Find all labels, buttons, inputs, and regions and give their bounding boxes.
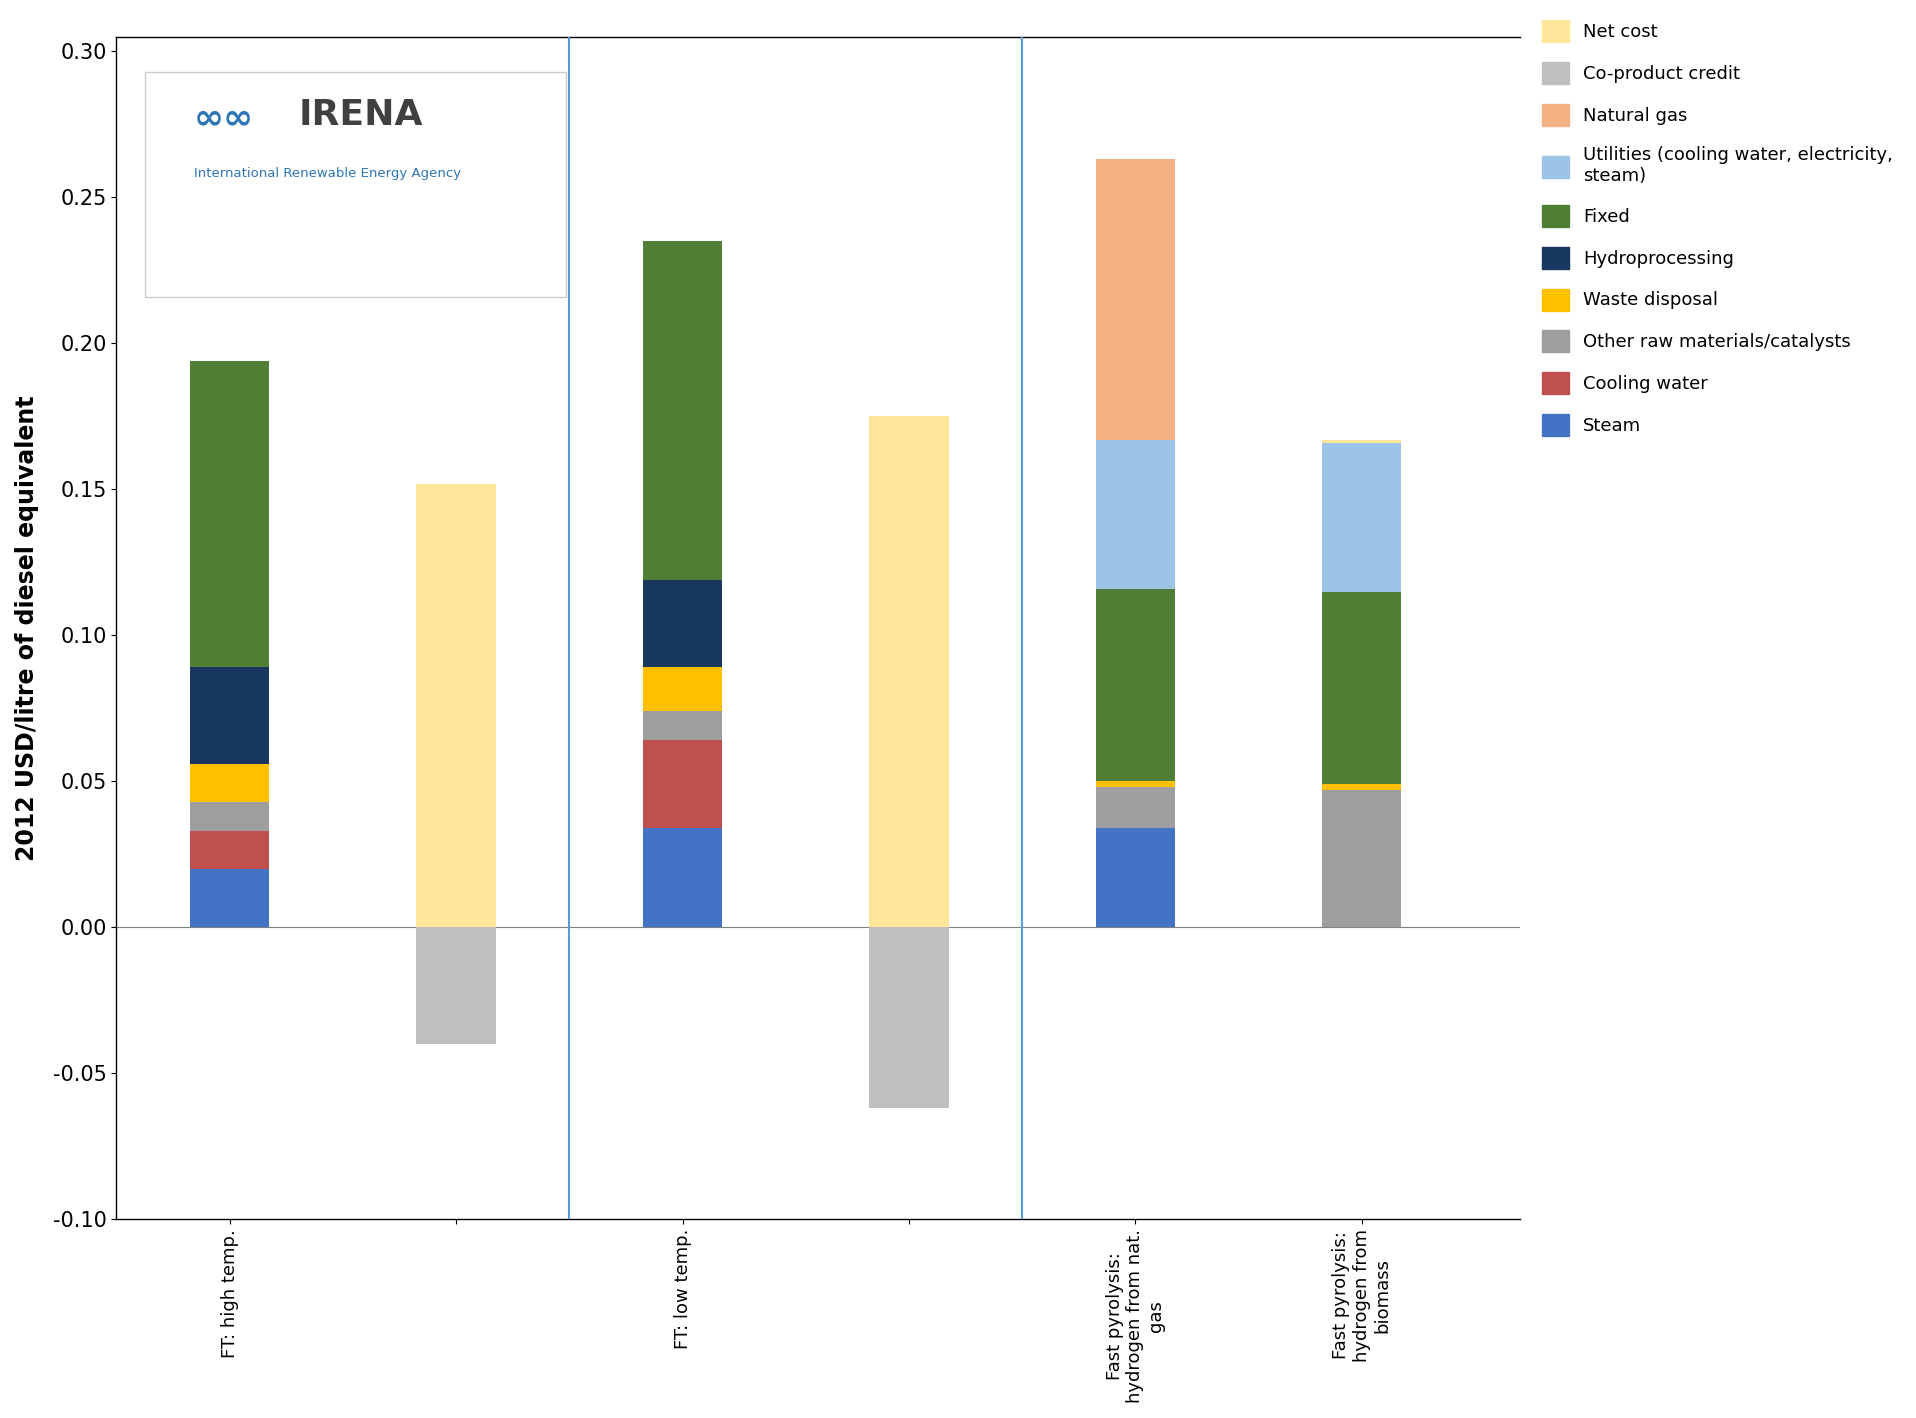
Bar	[1322, 440, 1401, 927]
Bar	[1322, 790, 1401, 927]
Bar	[1322, 591, 1401, 784]
Text: ∞∞: ∞∞	[194, 102, 255, 136]
Bar	[644, 241, 722, 580]
Bar	[644, 828, 722, 927]
Bar	[1322, 784, 1401, 790]
Bar	[190, 831, 270, 869]
Bar	[644, 712, 722, 740]
Bar	[190, 362, 270, 668]
Bar	[416, 927, 496, 1044]
Bar	[1096, 828, 1175, 927]
Bar	[1096, 440, 1175, 588]
Bar	[870, 927, 948, 1109]
Bar	[870, 417, 948, 927]
Bar	[416, 484, 496, 927]
Bar	[190, 764, 270, 801]
Text: International Renewable Energy Agency: International Renewable Energy Agency	[194, 167, 462, 180]
Bar	[644, 668, 722, 712]
Text: IRENA: IRENA	[299, 98, 423, 132]
Bar	[1322, 442, 1401, 591]
Bar	[1096, 588, 1175, 781]
Bar	[190, 869, 270, 927]
Y-axis label: 2012 USD/litre of diesel equivalent: 2012 USD/litre of diesel equivalent	[15, 396, 38, 861]
Bar	[1096, 781, 1175, 787]
Bar	[1096, 787, 1175, 828]
Bar	[190, 801, 270, 831]
Bar	[644, 580, 722, 668]
Bar	[1096, 159, 1175, 440]
FancyBboxPatch shape	[144, 72, 565, 296]
Legend: Net cost, Co-product credit, Natural gas, Utilities (cooling water, electricity,: Net cost, Co-product credit, Natural gas…	[1535, 13, 1901, 444]
Bar	[644, 740, 722, 828]
Bar	[190, 668, 270, 764]
